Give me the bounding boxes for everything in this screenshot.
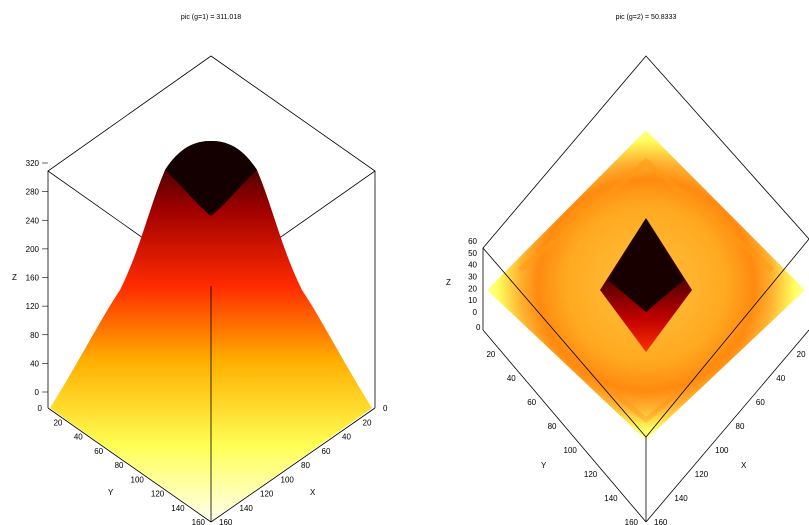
chart-2-x-tick-label: 80 xyxy=(736,422,745,431)
chart-1-y-tick-label: 160 xyxy=(192,518,206,525)
chart-2-y-tick-label: 20 xyxy=(486,350,495,359)
chart-1-x-tick-label: 140 xyxy=(240,504,254,513)
chart-1-y-tick-label: 100 xyxy=(131,475,145,484)
chart-2-z-tick-label: 60 xyxy=(468,237,477,246)
chart-2-y-tick-label: 80 xyxy=(548,422,557,431)
chart-2-axis-y-line xyxy=(482,329,647,523)
chart-2-z-tick-label: 40 xyxy=(468,261,477,270)
chart-2-y-tick-label: 60 xyxy=(527,398,536,407)
chart-2-z-tick-label: 30 xyxy=(468,273,477,282)
chart-1-z-tick-label: 0 xyxy=(35,388,40,397)
chart-2-y-tick-label: 160 xyxy=(625,518,639,525)
chart-1-y-tick-label: 120 xyxy=(151,490,165,499)
chart-1-z-tick-label: 320 xyxy=(26,159,40,168)
chart-1-axis-y-line xyxy=(47,407,212,523)
chart-2-x-tick-label: 140 xyxy=(674,494,688,503)
chart-1-z-tick-label: 40 xyxy=(30,359,39,368)
chart-1-y-tick-label: 40 xyxy=(74,433,83,442)
chart-1-title: pic (g=1) = 311.018 xyxy=(181,14,241,21)
chart-1-z-tick-label: 120 xyxy=(26,302,40,311)
chart-2-x-tick-label: 120 xyxy=(695,470,709,479)
chart-2-z-tick-label: 50 xyxy=(468,249,477,258)
chart-2-z-tick-label: 0 xyxy=(473,308,478,317)
chart-2-y-ticks: 20 40 60 80 100 120 140 160 xyxy=(486,350,638,525)
chart-2-x-label: X xyxy=(741,461,747,470)
chart-1-z-tick-label: 200 xyxy=(26,245,40,254)
chart-2-y-tick-label: 140 xyxy=(604,494,618,503)
chart-1-x-tick-label: 0 xyxy=(383,404,388,413)
chart-2-z-ticks: 0 10 20 30 40 50 60 xyxy=(468,237,477,317)
chart-1-y-ticks: 0 20 40 60 80 100 120 140 160 xyxy=(38,404,206,525)
chart-2-y-label: Y xyxy=(541,461,547,470)
chart-1-x-label: X xyxy=(310,488,316,497)
chart-1-x-tick-label: 120 xyxy=(260,490,274,499)
chart-1-y-tick-label: 140 xyxy=(171,504,185,513)
chart-2-axis-x-line xyxy=(645,329,809,523)
chart-2-x-tick-label: 160 xyxy=(654,518,668,525)
chart-1-x-tick-label: 60 xyxy=(322,447,331,456)
chart-1-y-tick-label: 80 xyxy=(115,461,124,470)
chart-1-x-tick-label: 80 xyxy=(301,461,310,470)
chart-2-peak-cap xyxy=(608,220,684,312)
chart-2-y-tick-label: 120 xyxy=(584,470,598,479)
chart-1-x-tick-label: 20 xyxy=(363,418,372,427)
chart-1-y-tick-label: 20 xyxy=(53,418,62,427)
chart-1-y-tick-label: 0 xyxy=(38,404,43,413)
chart-1-x-ticks: 0 20 40 60 80 100 120 140 160 xyxy=(219,404,388,525)
chart-2-x-tick-label: 20 xyxy=(797,350,806,359)
chart-1-x-tick-label: 40 xyxy=(342,433,351,442)
chart-2-surface-ridge-front xyxy=(538,328,754,424)
chart-2-z-zero-label: 0 xyxy=(476,323,481,332)
chart-2-x-tick-label: 100 xyxy=(715,446,729,455)
chart-1-x-tick-label: 160 xyxy=(219,518,233,525)
chart-1-x-tick-label: 100 xyxy=(281,475,295,484)
chart-2-z-tick-label: 10 xyxy=(468,296,477,305)
chart-1-z-tick-label: 160 xyxy=(26,274,40,283)
chart-2-x-tick-label: 40 xyxy=(776,374,785,383)
chart-1-z-ticks: 0 40 80 120 160 200 240 280 320 xyxy=(26,159,48,397)
chart-2-x-tick-label: 60 xyxy=(756,398,765,407)
chart-1-z-label: Z xyxy=(12,273,17,282)
chart-1-y-tick-label: 60 xyxy=(94,447,103,456)
chart-2-z-label: Z xyxy=(446,278,451,287)
chart-1-z-tick-label: 240 xyxy=(26,216,40,225)
chart-2-x-ticks: 20 40 60 80 100 120 140 160 xyxy=(654,350,806,525)
chart-1-z-tick-label: 280 xyxy=(26,188,40,197)
chart-2-y-tick-label: 100 xyxy=(564,446,578,455)
chart-2-surface-ridge-back xyxy=(518,158,774,273)
chart-2: pic (g=2) = 50.8333 0 10 20 30 40 50 60 20 40 60… xyxy=(446,14,809,525)
chart-1: pic (g=1) = 311.018 04080120160200240280… xyxy=(12,14,388,525)
chart-1-axis-x-line xyxy=(210,407,376,523)
chart-2-y-tick-label: 40 xyxy=(507,374,516,383)
chart-1-surface-top-cap xyxy=(165,141,257,216)
chart-2-title: pic (g=2) = 50.8333 xyxy=(616,14,677,21)
chart-1-y-label: Y xyxy=(108,488,114,497)
chart-2-z-tick-label: 20 xyxy=(468,284,477,293)
chart-1-z-tick-label: 80 xyxy=(30,331,39,340)
